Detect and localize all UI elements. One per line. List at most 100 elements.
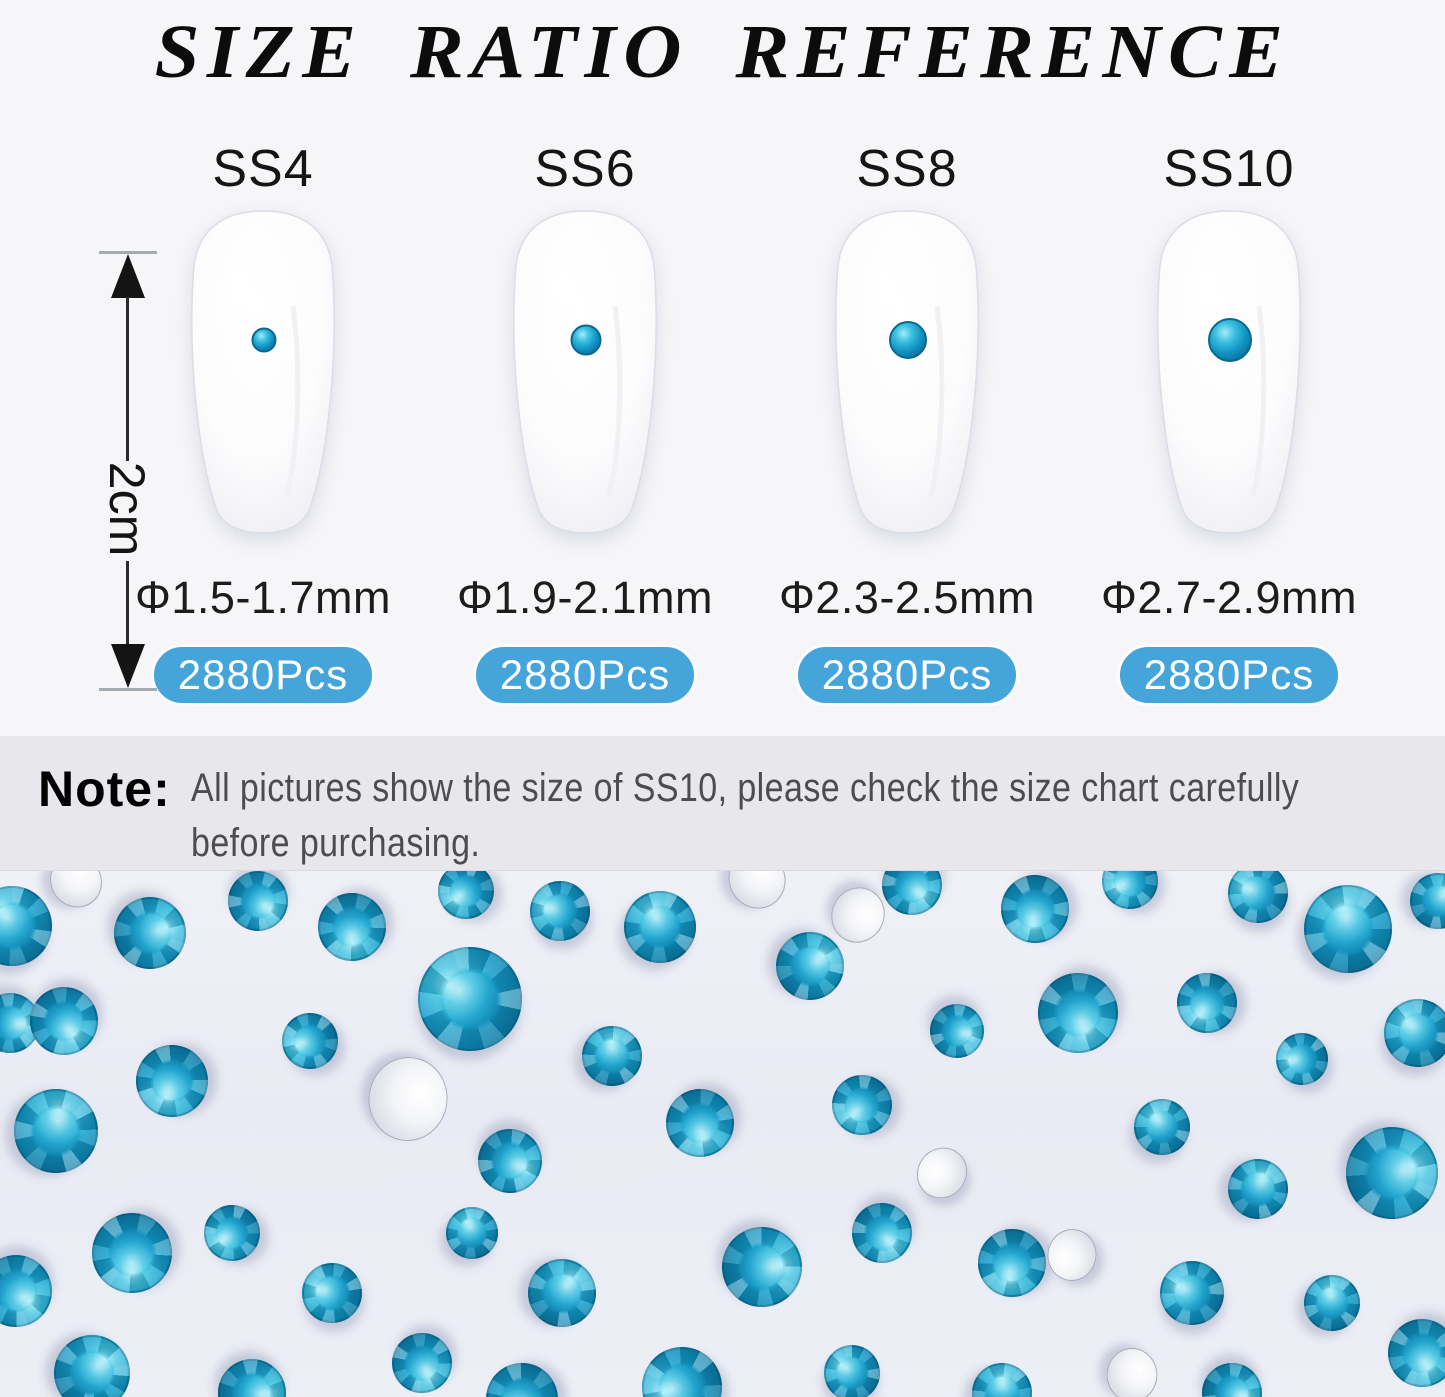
rhinestone	[1099, 871, 1161, 912]
rhinestone	[1380, 1311, 1445, 1395]
size-column-ss6: SS6 Φ1.9-2.1mm 2880Pcs	[424, 143, 746, 706]
quantity-badge: 2880Pcs	[1116, 644, 1342, 706]
diameter-label: Φ2.7-2.9mm	[1101, 572, 1357, 623]
nail-shape	[513, 210, 657, 534]
nail-highlight	[229, 268, 253, 310]
page-title: SIZE RATIO REFERENCE	[154, 9, 1291, 94]
rhinestone	[1290, 871, 1406, 987]
note-label: Note:	[38, 761, 171, 817]
quantity-badge: 2880Pcs	[150, 644, 376, 706]
rhinestone	[918, 992, 996, 1070]
rhinestone	[466, 1117, 554, 1205]
nail-tip-graphic	[513, 210, 657, 534]
rhinestone	[76, 1197, 188, 1309]
rhinestone	[0, 886, 52, 966]
size-label: SS4	[212, 140, 314, 198]
rhinestone	[105, 888, 195, 978]
nail-sheen	[928, 305, 945, 497]
dimension-line	[126, 561, 129, 645]
rhinestone	[440, 1201, 504, 1265]
note-line-1: All pictures show the size of SS10, plea…	[190, 766, 1299, 810]
dimension-line	[126, 297, 129, 461]
rhinestone	[986, 871, 1084, 958]
rhinestone	[472, 1349, 572, 1397]
nail-highlight	[873, 268, 897, 310]
size-chart-section: 2cm SS4 Φ1.5-1.7mm 2880Pcs SS6	[0, 140, 1445, 706]
rhinestone	[1403, 871, 1445, 936]
rhinestone	[1266, 1023, 1338, 1095]
rhinestone-dot	[570, 324, 602, 356]
note-line-2: before purchasing.	[190, 821, 481, 865]
nail-shape	[191, 210, 335, 534]
rhinestone	[877, 871, 947, 920]
rhinestone	[403, 932, 537, 1066]
rhinestone	[517, 871, 603, 954]
diameter-label: Φ1.9-2.1mm	[457, 572, 713, 623]
rhinestone	[617, 884, 703, 970]
size-columns: SS4 Φ1.5-1.7mm 2880Pcs SS6 Φ1.9-2.1mm 28…	[102, 140, 1445, 706]
silver-disc	[906, 1137, 978, 1209]
rhinestone	[848, 1199, 916, 1267]
rhinestone	[631, 1336, 733, 1397]
nail-tip-graphic	[191, 210, 335, 534]
rhinestone	[1189, 1350, 1275, 1397]
rhinestone	[1148, 1249, 1236, 1337]
rhinestone-dot	[251, 327, 277, 353]
silver-disc	[39, 871, 113, 918]
silver-disc	[718, 871, 796, 919]
rhinestone	[202, 1203, 262, 1263]
rhinestone-dot	[1208, 318, 1252, 362]
rhinestone	[1167, 963, 1247, 1043]
rhinestone	[570, 1014, 654, 1098]
silver-disc	[1105, 1347, 1159, 1397]
nail-shape	[1157, 210, 1301, 534]
rhinestone	[816, 1337, 888, 1397]
rhinestone	[1216, 1147, 1300, 1231]
rhinestone	[0, 1071, 116, 1191]
arrow-down-icon	[111, 644, 145, 688]
rhinestone	[390, 1331, 454, 1395]
rhinestone	[435, 871, 497, 922]
nail-shape	[835, 210, 979, 534]
silver-disc	[1044, 1225, 1100, 1285]
nail-tip-graphic	[835, 210, 979, 534]
note-text: All pictures show the size of SS10, plea…	[191, 761, 1299, 871]
size-column-ss4: SS4 Φ1.5-1.7mm 2880Pcs	[102, 140, 424, 706]
rhinestone	[655, 1078, 745, 1168]
note-bar: Note: All pictures show the size of SS10…	[0, 736, 1445, 870]
rhinestone	[825, 1068, 899, 1142]
rhinestone	[1030, 965, 1126, 1061]
size-label: SS10	[1163, 140, 1295, 198]
rhinestone	[46, 1327, 138, 1397]
nail-highlight	[551, 268, 575, 310]
rhinestone	[1379, 994, 1445, 1072]
rhinestone	[204, 1345, 300, 1397]
nail-highlight	[1195, 268, 1219, 310]
arrow-up-icon	[111, 254, 145, 298]
rhinestone	[219, 871, 297, 940]
rhinestone	[1295, 1266, 1369, 1340]
quantity-badge: 2880Pcs	[794, 644, 1020, 706]
diameter-label: Φ2.3-2.5mm	[779, 572, 1035, 623]
rhinestone	[305, 880, 399, 974]
nail-sheen	[1250, 305, 1267, 497]
rhinestone	[289, 1250, 375, 1336]
rhinestone	[1216, 871, 1300, 935]
nail-sheen	[284, 305, 301, 497]
size-column-ss10: SS10 Φ2.7-2.9mm 2880Pcs	[1068, 140, 1390, 706]
rhinestone	[773, 929, 847, 1003]
rhinestone	[29, 986, 99, 1056]
rhinestone	[275, 1006, 345, 1076]
rhinestone	[707, 1212, 817, 1322]
size-label: SS8	[856, 140, 958, 198]
rhinestone	[960, 1351, 1044, 1397]
rhinestone-dot	[889, 321, 927, 359]
dimension-tick-top	[99, 251, 157, 254]
rhinestone	[517, 1248, 607, 1338]
dimension-tick-bottom	[99, 688, 157, 691]
dimension-arrow: 2cm	[99, 251, 157, 692]
rhinestone	[963, 1214, 1061, 1312]
nail-sheen	[606, 305, 623, 497]
size-column-ss8: SS8 Φ2.3-2.5mm 2880Pcs	[746, 140, 1068, 706]
